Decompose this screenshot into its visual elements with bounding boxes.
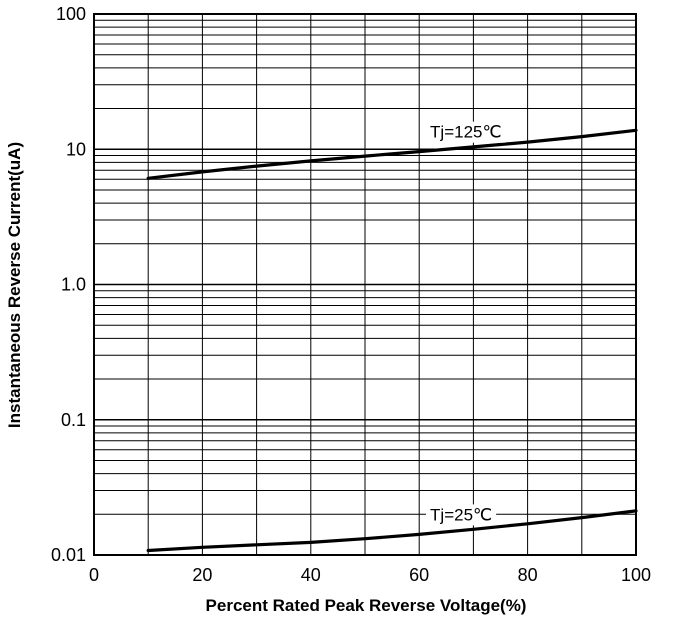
- grid-lines: [94, 14, 636, 556]
- x-tick-label: 60: [409, 565, 429, 585]
- x-tick-label: 40: [301, 565, 321, 585]
- series-label-background: [426, 504, 497, 526]
- series-label-tj-125: Tj=125℃: [430, 123, 502, 142]
- series-label-background: [426, 121, 506, 143]
- series-layer: Tj=125℃ Tj=25℃: [146, 121, 638, 553]
- x-tick-label: 100: [621, 565, 651, 585]
- series-line-tj-125: [146, 128, 638, 180]
- y-tick-label: 0.1: [61, 410, 86, 430]
- y-tick-label: 1.0: [61, 275, 86, 295]
- plot-frame: [93, 13, 637, 556]
- y-axis-title: Instantaneous Reverse Current(uA): [5, 142, 24, 428]
- y-tick-label: 0.01: [51, 545, 86, 565]
- y-tick-label: 10: [66, 139, 86, 159]
- series-label-tj-25: Tj=25℃: [430, 505, 492, 524]
- x-tick-label: 80: [518, 565, 538, 585]
- x-axis-title: Percent Rated Peak Reverse Voltage(%): [206, 596, 527, 615]
- y-tick-labels: 100 10 1.0 0.1 0.01: [51, 4, 86, 565]
- x-tick-label: 20: [192, 565, 212, 585]
- x-tick-labels: 0 20 40 60 80 100: [89, 565, 651, 585]
- x-tick-label: 0: [89, 565, 99, 585]
- y-tick-label: 100: [56, 4, 86, 24]
- series-line-tj-25: [146, 509, 638, 553]
